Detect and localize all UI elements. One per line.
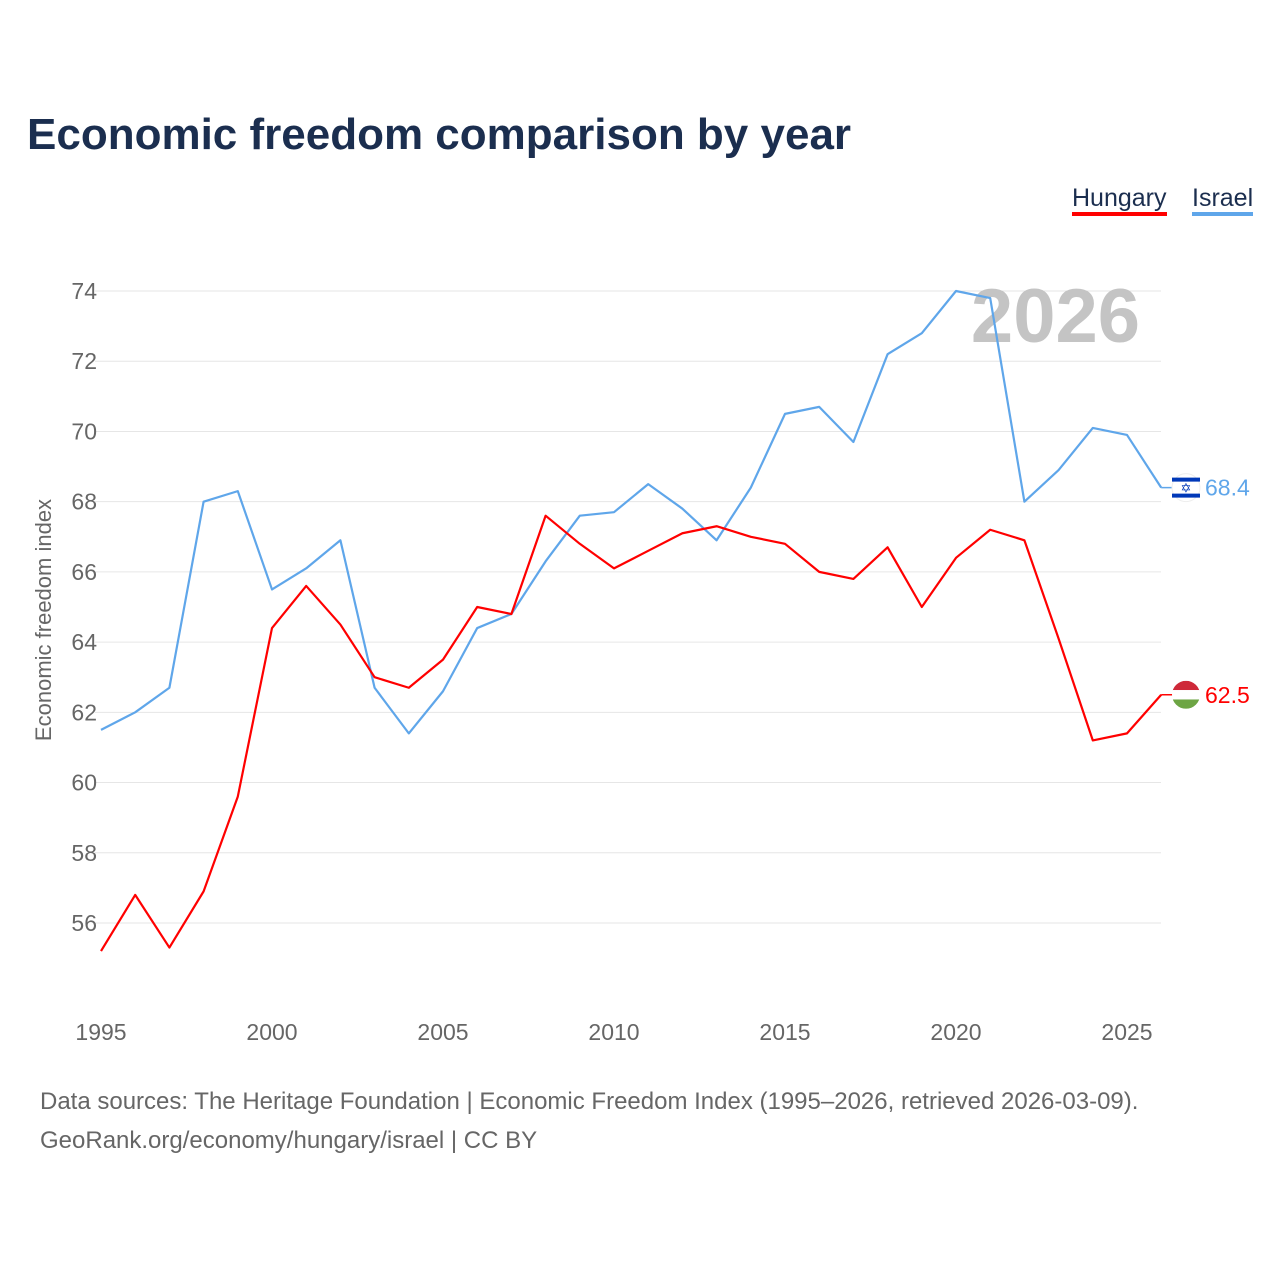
flag-stripe (1172, 493, 1200, 498)
flag-israel-icon: ✡ (1171, 473, 1201, 503)
year-watermark: 2026 (971, 274, 1140, 359)
chart-title: Economic freedom comparison by year (27, 110, 852, 159)
legend-israel[interactable]: Israel (1192, 184, 1254, 216)
y-tick-label: 60 (71, 770, 97, 796)
x-tick-label: 1995 (75, 1019, 126, 1045)
series-line-hungary (100, 514, 1163, 952)
flag-stripe (1172, 699, 1200, 709)
y-tick-label: 70 (71, 418, 97, 444)
footer-sources: Data sources: The Heritage Foundation | … (40, 1088, 1139, 1115)
y-tick-label: 62 (71, 699, 97, 725)
star-of-david-icon: ✡ (1181, 481, 1192, 496)
y-tick-label: 58 (71, 840, 97, 866)
x-tick-label: 2015 (759, 1019, 810, 1045)
end-value-label: 62.5 (1205, 682, 1250, 708)
x-tick-label: 2000 (246, 1019, 297, 1045)
flag-stripe (1172, 690, 1200, 700)
legend-hungary[interactable]: Hungary (1072, 184, 1167, 216)
x-tick-label: 2020 (930, 1019, 981, 1045)
x-tick-label: 2025 (1101, 1019, 1152, 1045)
y-tick-label: 56 (71, 910, 97, 936)
y-tick-label: 74 (71, 278, 97, 304)
y-tick-label: 66 (71, 559, 97, 585)
series-line-israel (100, 289, 1163, 735)
x-tick-label: 2010 (588, 1019, 639, 1045)
y-tick-label: 68 (71, 489, 97, 515)
y-axis-label: Economic freedom index (31, 499, 56, 741)
y-tick-label: 64 (71, 629, 97, 655)
footer-link[interactable]: GeoRank.org/economy/hungary/israel | CC … (40, 1127, 538, 1154)
x-tick-label: 2005 (417, 1019, 468, 1045)
end-value-label: 68.4 (1205, 475, 1250, 501)
y-tick-label: 72 (71, 348, 97, 374)
flag-stripe (1172, 477, 1200, 482)
flag-stripe (1172, 680, 1200, 691)
flag-hungary-icon (1172, 680, 1200, 709)
